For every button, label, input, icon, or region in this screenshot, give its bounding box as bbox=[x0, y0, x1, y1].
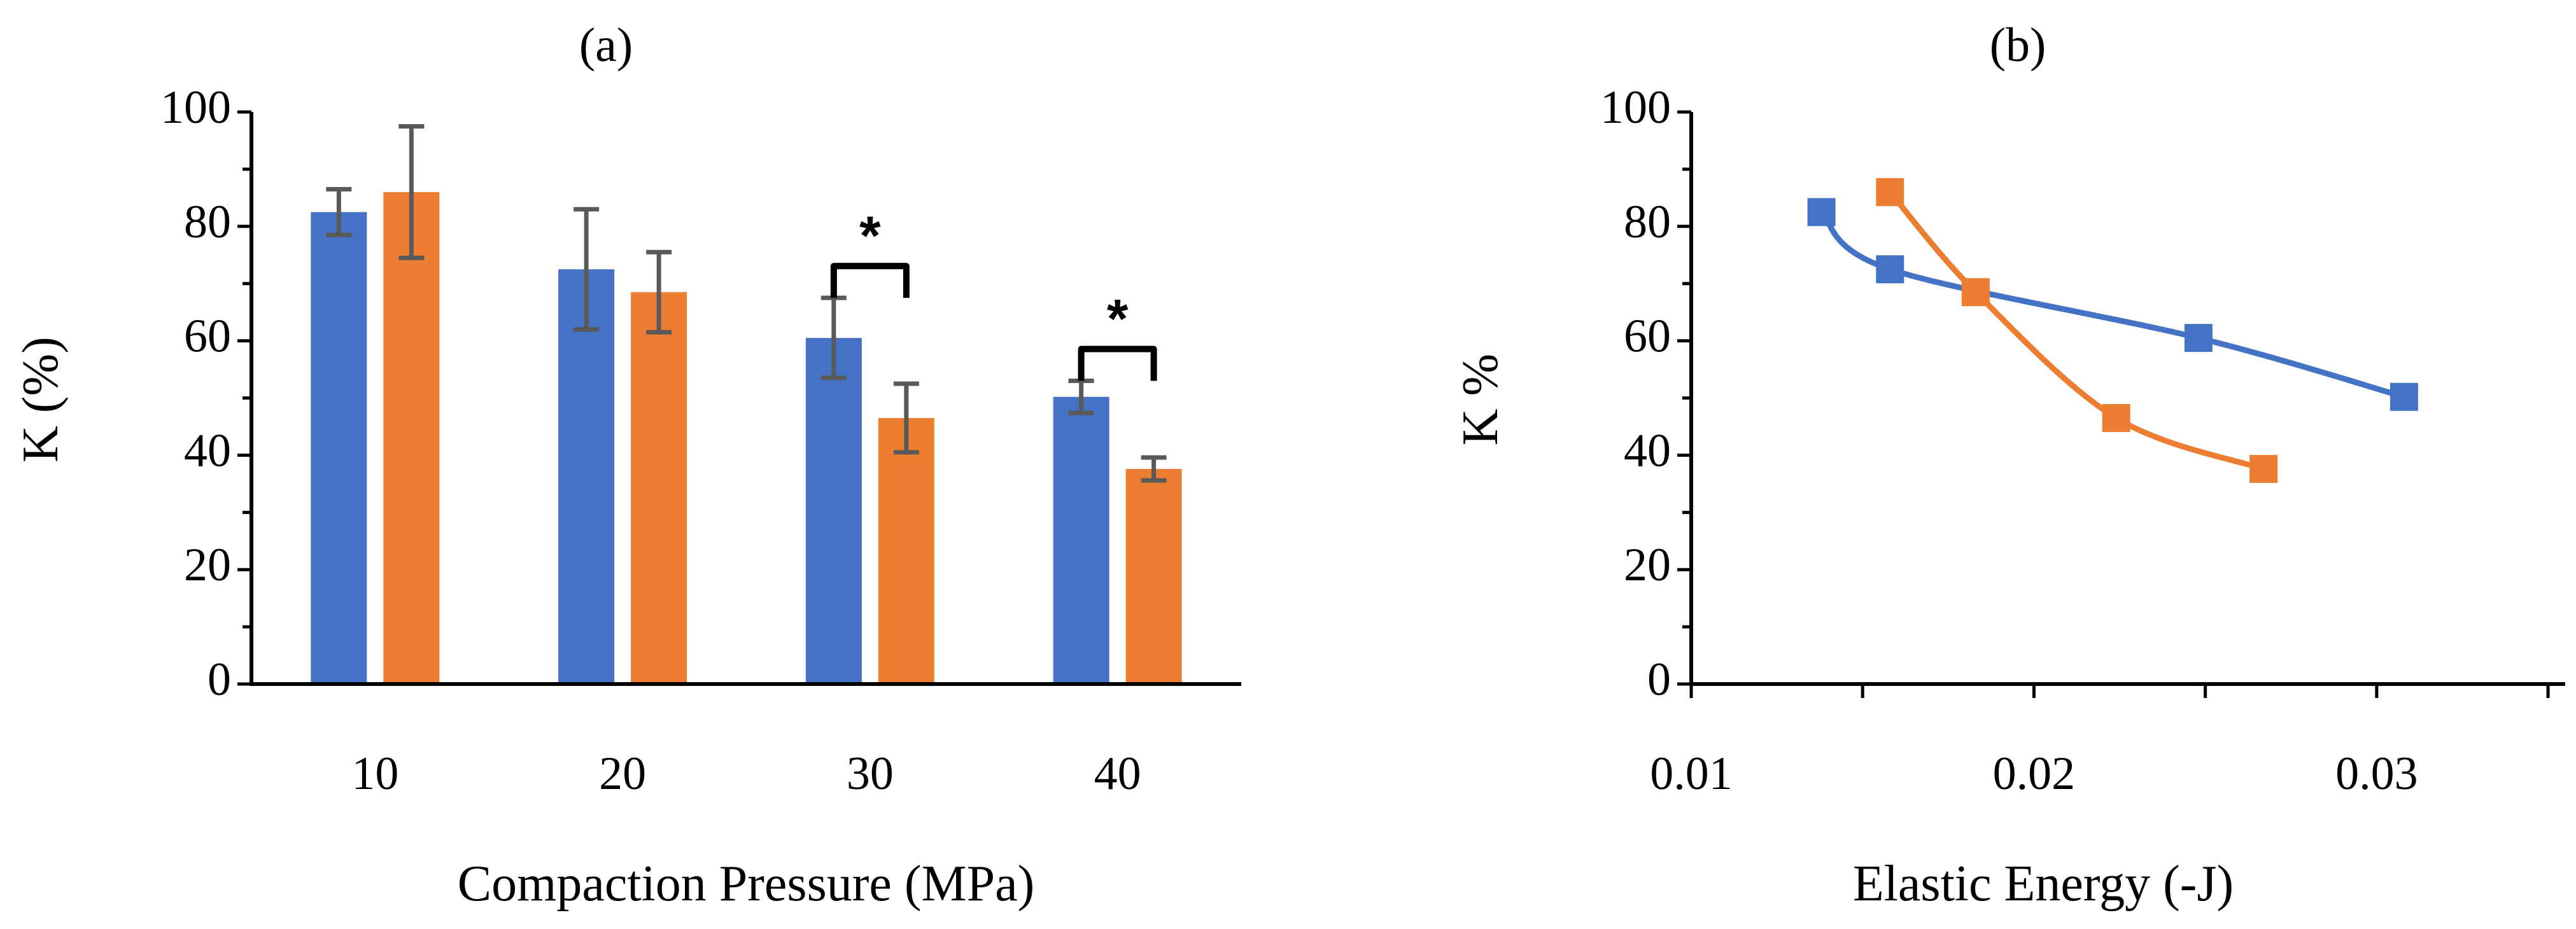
panel-a-x-ticks: 10 20 30 40 bbox=[351, 748, 1141, 800]
bar bbox=[383, 192, 440, 684]
panel-b-markers bbox=[1807, 178, 2418, 483]
panel-a-significance-annotations: ** bbox=[830, 206, 1157, 381]
y-tick-label: 0 bbox=[208, 653, 231, 706]
y-tick-label: 80 bbox=[184, 196, 231, 248]
y-tick-label: 40 bbox=[184, 424, 231, 477]
x-tick-label: 10 bbox=[351, 748, 398, 800]
panel-b-line-chart: (b) Elastic Energy (-J) K % 0 20 40 60 80 100… bbox=[1453, 18, 2565, 912]
panel-a-bar-chart: (a) Compaction Pressure (MPa) K (%) 0 20 4… bbox=[13, 18, 1241, 912]
bar bbox=[805, 338, 862, 684]
data-point-marker bbox=[2249, 454, 2278, 483]
y-tick-label: 100 bbox=[1600, 81, 1671, 134]
panel-a-y-axis-label: K (%) bbox=[13, 337, 69, 463]
y-tick-label: 20 bbox=[184, 539, 231, 591]
x-tick-label: 0.02 bbox=[1993, 748, 2076, 800]
significance-star: * bbox=[1107, 289, 1129, 350]
significance-star: * bbox=[859, 206, 881, 267]
panel-b-x-ticks: 0.01 0.02 0.03 bbox=[1650, 684, 2550, 800]
series-line bbox=[1887, 189, 2267, 472]
bar bbox=[311, 212, 367, 684]
y-tick-label: 40 bbox=[1624, 424, 1671, 477]
significance-bracket bbox=[1078, 346, 1157, 381]
y-tick-label: 60 bbox=[184, 311, 231, 363]
data-point-marker bbox=[1961, 278, 1990, 307]
panel-a-axes bbox=[250, 112, 1241, 686]
bar bbox=[631, 292, 687, 684]
data-point-marker bbox=[1876, 255, 1904, 284]
x-tick-label: 0.03 bbox=[2335, 748, 2418, 800]
y-tick-label: 80 bbox=[1624, 196, 1671, 248]
x-tick-label: 0.01 bbox=[1650, 748, 1733, 800]
significance-bracket bbox=[830, 263, 910, 298]
panel-b-axes bbox=[1689, 112, 2565, 686]
bar bbox=[558, 269, 615, 685]
y-tick-label: 0 bbox=[1647, 653, 1671, 706]
panel-b-title: (b) bbox=[1990, 18, 2046, 72]
data-point-marker bbox=[1807, 198, 1836, 227]
bar bbox=[878, 417, 934, 684]
panel-b-series-lines bbox=[1819, 189, 2407, 472]
series-line bbox=[1819, 209, 2407, 400]
y-tick-label: 60 bbox=[1624, 311, 1671, 363]
y-tick-label: 20 bbox=[1624, 539, 1671, 591]
data-point-marker bbox=[1876, 178, 1904, 206]
data-point-marker bbox=[2102, 403, 2130, 432]
data-point-marker bbox=[2389, 382, 2418, 411]
data-point-marker bbox=[2184, 324, 2213, 353]
panel-b-y-axis-label: K % bbox=[1453, 354, 1509, 445]
panel-a-x-axis-label: Compaction Pressure (MPa) bbox=[458, 856, 1035, 912]
panel-b-x-axis-label: Elastic Energy (-J) bbox=[1853, 856, 2234, 912]
x-tick-label: 20 bbox=[599, 748, 646, 800]
y-tick-label: 100 bbox=[160, 81, 231, 134]
panel-a-y-ticks: 0 20 40 60 80 100 bbox=[160, 81, 251, 706]
panel-a-bars bbox=[311, 192, 1182, 685]
bar bbox=[1053, 396, 1109, 684]
panel-b-y-ticks: 0 20 40 60 80 100 bbox=[1600, 81, 1691, 706]
panel-a-error-bars bbox=[326, 123, 1167, 483]
x-tick-label: 30 bbox=[847, 748, 894, 800]
bar bbox=[1125, 468, 1182, 684]
x-tick-label: 40 bbox=[1094, 748, 1141, 800]
panel-a-title: (a) bbox=[579, 18, 633, 72]
